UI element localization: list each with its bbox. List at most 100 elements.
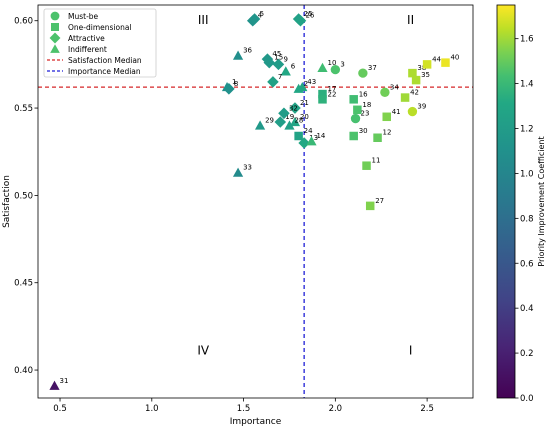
point-label: 9 (283, 55, 287, 63)
y-tick-label: 0.60 (14, 17, 33, 27)
point-label: 15 (274, 54, 283, 62)
data-point (382, 112, 391, 122)
point-label: 27 (375, 197, 384, 205)
data-point (306, 136, 317, 146)
colorbar-tick-label: 0.0 (520, 394, 534, 404)
legend: Must-be One-dimensional Attractive Indiffer… (43, 8, 157, 78)
point-label: 26 (305, 12, 314, 20)
point-label: 31 (60, 377, 69, 385)
data-point (284, 120, 295, 130)
y-tick-label: 0.45 (14, 279, 33, 289)
point-label: 37 (368, 64, 377, 72)
colorbar-label: Priority Improvement Coefficient (537, 136, 546, 266)
data-point (358, 68, 368, 78)
x-tick-label: 2.0 (329, 404, 343, 414)
data-point (232, 167, 244, 177)
colorbar-tick-label: 0.4 (520, 304, 534, 314)
colorbar-tick-label: 0.8 (520, 214, 534, 224)
quadrant-label: I (409, 343, 413, 357)
colorbar-tick-label: 1.6 (520, 35, 534, 45)
colorbar-tick-label: 1.4 (520, 80, 534, 90)
data-point (267, 76, 279, 88)
point-label: 44 (432, 55, 441, 63)
data-point (49, 380, 60, 390)
point-label: 29 (265, 117, 274, 125)
data-point (407, 106, 418, 117)
data-point (272, 58, 285, 71)
data-point (278, 107, 290, 120)
y-tick-label: 0.55 (14, 104, 33, 114)
data-point (294, 131, 303, 141)
data-point (318, 95, 327, 104)
point-label: 13 (309, 134, 318, 142)
legend-label: Indifferent (68, 45, 107, 54)
data-point (411, 75, 421, 85)
quadrant-label: IV (197, 343, 210, 357)
point-label: 23 (361, 110, 370, 118)
y-tick-label: 0.40 (14, 366, 33, 376)
data-point (349, 95, 358, 104)
colorbar-gradient (496, 4, 516, 399)
data-point (408, 68, 417, 78)
point-label: 25 (304, 10, 313, 18)
point-label: 24 (304, 127, 313, 135)
colorbar-tick-label: 0.2 (520, 349, 534, 359)
point-label: 10 (327, 59, 336, 67)
data-point (441, 58, 450, 67)
point-label: 2 (304, 80, 308, 88)
point-label: 36 (243, 47, 252, 55)
y-axis-label: Satisfaction (2, 175, 12, 228)
data-point (373, 133, 382, 142)
legend-circle-marker (50, 11, 60, 21)
data-point (362, 161, 371, 170)
data-point (232, 50, 244, 60)
legend-label: Satisfaction Median (68, 56, 142, 65)
colorbar: 0.0 0.2 0.4 0.6 0.8 1.0 1.2 1.4 1.6 Priority Impr… (496, 4, 546, 404)
data-point (280, 66, 291, 76)
data-point (294, 14, 307, 27)
data-point (261, 53, 274, 65)
x-tick-label: 1.0 (145, 404, 159, 414)
data-point (365, 201, 375, 211)
quadrant-label: III (198, 13, 209, 27)
point-label: 7 (278, 73, 282, 81)
legend-label: Importance Median (68, 67, 141, 76)
y-tick-label: 0.50 (14, 191, 33, 201)
legend-triangle-marker (50, 44, 60, 53)
point-label: 4 (258, 12, 263, 20)
colorbar-tick-label: 0.6 (520, 259, 534, 269)
data-point (297, 81, 308, 92)
point-label: 17 (327, 85, 336, 93)
data-point (274, 116, 287, 128)
x-axis-label: Importance (230, 417, 282, 427)
data-point (380, 87, 390, 98)
data-point (248, 13, 261, 25)
data-point (350, 113, 361, 124)
data-point (289, 102, 301, 114)
point-label: 18 (362, 101, 371, 109)
data-point (400, 93, 410, 102)
point-label: 32 (289, 104, 298, 112)
colorbar-tick-label: 1.2 (520, 125, 534, 135)
legend-label: Attractive (68, 34, 105, 43)
data-point (254, 120, 266, 130)
point-label: 19 (285, 113, 294, 121)
data-point (289, 116, 301, 127)
legend-square-marker (51, 23, 59, 31)
point-label: 41 (392, 108, 401, 116)
point-label: 22 (327, 90, 336, 98)
point-label: 30 (359, 127, 368, 135)
point-label: 11 (372, 157, 381, 165)
data-point (330, 64, 341, 75)
x-tick-label: 1.5 (237, 404, 251, 414)
point-label: 33 (243, 164, 252, 172)
plot-frame (37, 4, 474, 399)
point-label: 45 (272, 50, 281, 58)
data-point (422, 60, 432, 69)
colorbar-tick-label: 1.0 (520, 169, 534, 179)
x-tick-label: 0.5 (53, 404, 67, 414)
quadrant-label: II (407, 13, 414, 27)
point-label: 12 (383, 129, 392, 137)
point-label: 39 (417, 103, 426, 111)
